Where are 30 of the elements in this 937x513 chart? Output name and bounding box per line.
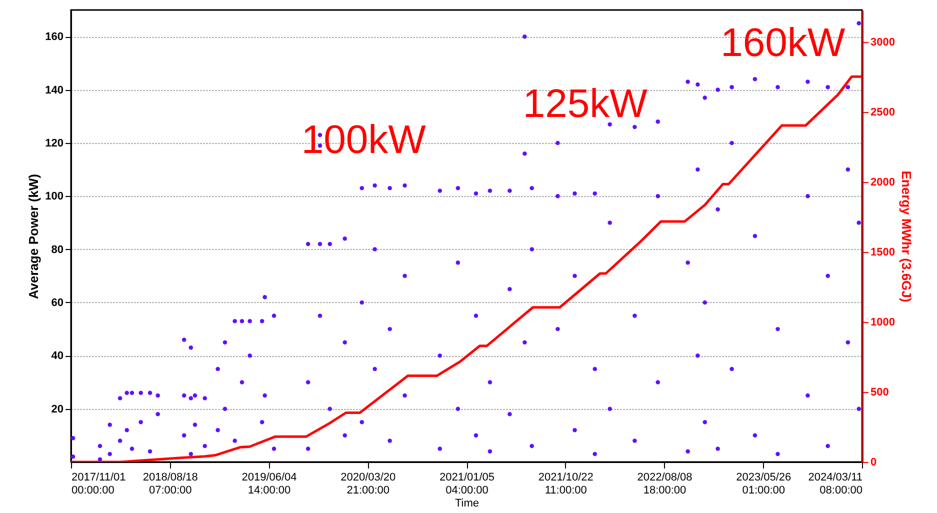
x-tick-label: 2017/11/01 00:00:00 [72,472,126,496]
annotation: 160kW [720,20,846,65]
y-tick-label: 20 [51,403,64,416]
annotation: 125kW [522,82,648,126]
y-tick-label: 160 [45,31,64,44]
y2-tick-label: 500 [870,386,889,399]
x-tick-label: 2020/03/20 21:00:00 [340,472,396,496]
x-tick-label: 2021/01/05 04:00:00 [439,472,495,496]
x-tick-label: 2023/05/26 01:00:00 [736,472,792,496]
y-tick-label: 60 [51,296,64,309]
y-tick-label: 120 [45,137,64,150]
y-axis-title: Average Power (kW) [26,174,42,300]
y2-tick-label: 1500 [870,246,895,259]
y2-tick-label: 1000 [870,316,895,329]
annotation: 100kW [301,118,426,162]
y-tick-label: 140 [45,84,64,96]
y2-tick-label: 0 [870,456,877,468]
y2-tick-label: 2000 [870,176,895,189]
y-tick-label: 100 [45,190,64,203]
x-tick-label: 2022/08/08 18:00:00 [637,472,692,496]
x-tick-label: 2018/08/18 07:00:00 [142,472,198,496]
x-tick-label: 2019/06/04 14:00:00 [242,472,297,496]
y2-tick-label: 3000 [870,36,895,49]
x-tick-label: 2024/03/11 08:00:00 [808,472,862,496]
y-tick-label: 40 [51,350,64,362]
x-axis-title: Time [454,498,480,510]
y-tick-label: 80 [51,244,64,256]
y2-axis-title: Energy MWhr (3.6GJ) [898,170,914,302]
y2-tick-label: 2500 [870,106,895,119]
x-tick-label: 2021/10/22 11:00:00 [538,472,594,496]
